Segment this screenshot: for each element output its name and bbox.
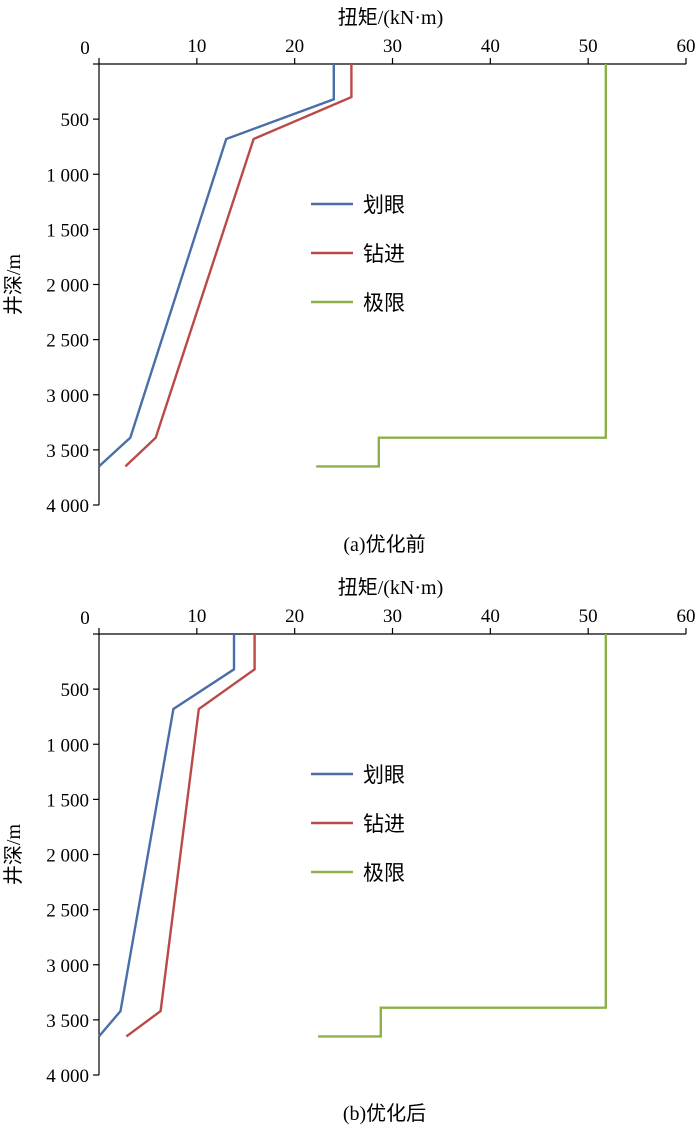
series-line-2	[124, 64, 353, 468]
series-line-1	[98, 634, 236, 1038]
x-tick-label: 40	[481, 606, 500, 627]
y-tick-label: 3 000	[46, 956, 89, 977]
x-tick-label: 40	[481, 36, 500, 57]
y-tick-label: 2 000	[46, 276, 89, 297]
y-tick-label: 4 000	[46, 1066, 89, 1087]
x-axis-title: 扭矩/(kN·m)	[338, 576, 444, 599]
x-tick-label: 10	[187, 606, 206, 627]
x-axis-title: 扭矩/(kN·m)	[338, 6, 444, 29]
legend-label-2: 钻进	[363, 812, 405, 836]
x-tick-label: 20	[285, 606, 304, 627]
x-tick-label: 10	[187, 36, 206, 57]
y-tick-label: 4 000	[46, 496, 89, 517]
chart-before-optimization: 0 10 20 30 40 50 60 500 1 000 1 500 2 000 2 500 3 00…	[2, 6, 696, 556]
y-tick-label: 2 000	[46, 846, 89, 867]
legend-label-1: 划眼	[363, 763, 405, 787]
y-tick-label: 2 500	[46, 901, 89, 922]
y-tick-label: 1 500	[46, 220, 89, 241]
y-tick-label: 2 500	[46, 331, 89, 352]
series-line-1	[98, 64, 335, 468]
x-tick-label: 0	[80, 608, 90, 629]
x-tick-label: 30	[383, 36, 402, 57]
y-axis-title: 井深/m	[2, 824, 25, 886]
legend-label-3: 极限	[363, 291, 405, 315]
figure-caption: (b)优化后	[343, 1102, 426, 1125]
y-axis-title: 井深/m	[2, 254, 25, 316]
legend-label-2: 钻进	[363, 242, 405, 266]
chart-after-optimization: 0 10 20 30 40 50 60 500 1 000 1 500 2 000 2 500 3 00…	[2, 576, 696, 1125]
y-tick-label: 3 500	[46, 1011, 89, 1032]
x-tick-label: 50	[579, 606, 598, 627]
series-line-2	[125, 634, 256, 1038]
x-tick-label: 60	[677, 606, 696, 627]
y-tick-label: 500	[61, 680, 90, 701]
x-tick-label: 50	[579, 36, 598, 57]
legend-label-1: 划眼	[363, 193, 405, 217]
x-tick-label: 0	[80, 38, 90, 59]
y-tick-label: 3 000	[46, 386, 89, 407]
y-tick-label: 1 000	[46, 165, 89, 186]
x-tick-label: 60	[677, 36, 696, 57]
series-line-3	[318, 634, 607, 1038]
x-tick-label: 20	[285, 36, 304, 57]
y-tick-label: 500	[61, 110, 90, 131]
y-tick-label: 1 000	[46, 735, 89, 756]
legend-label-3: 极限	[363, 861, 405, 885]
series-line-3	[316, 64, 607, 468]
x-tick-label: 30	[383, 606, 402, 627]
y-tick-label: 3 500	[46, 441, 89, 462]
y-tick-label: 1 500	[46, 790, 89, 811]
figure-caption: (a)优化前	[343, 533, 425, 556]
